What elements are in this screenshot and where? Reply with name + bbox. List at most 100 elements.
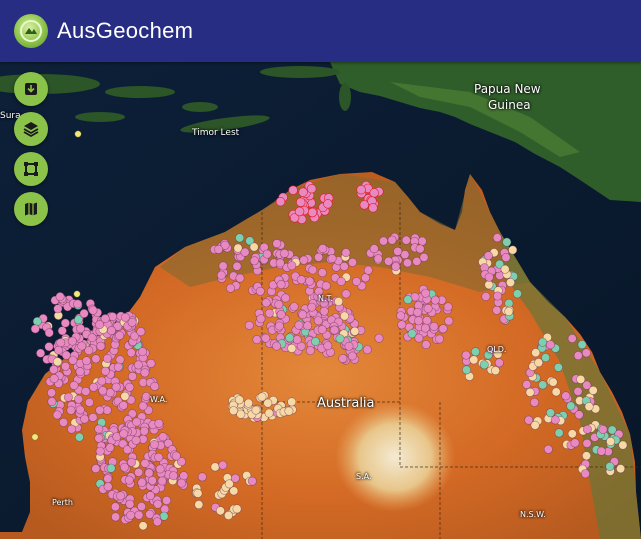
map-type-button[interactable] bbox=[14, 192, 48, 226]
sample-point[interactable] bbox=[255, 286, 265, 296]
sample-point[interactable] bbox=[197, 472, 207, 482]
sample-point[interactable] bbox=[159, 511, 169, 521]
sample-point[interactable] bbox=[152, 517, 162, 527]
sample-point[interactable] bbox=[256, 314, 266, 324]
sample-point[interactable] bbox=[553, 362, 563, 372]
sample-point[interactable] bbox=[149, 439, 159, 449]
sample-point[interactable] bbox=[287, 397, 297, 407]
sample-point[interactable] bbox=[461, 350, 471, 360]
sample-point[interactable] bbox=[335, 334, 345, 344]
sample-point[interactable] bbox=[138, 521, 148, 531]
sample-point[interactable] bbox=[145, 509, 155, 519]
sample-point[interactable] bbox=[44, 328, 54, 338]
selected-sample-point[interactable] bbox=[368, 203, 378, 213]
sample-point[interactable] bbox=[113, 362, 123, 372]
sample-point[interactable] bbox=[582, 424, 592, 434]
sample-point[interactable] bbox=[234, 395, 244, 405]
sample-point[interactable] bbox=[81, 386, 91, 396]
sample-point[interactable] bbox=[338, 353, 348, 363]
sample-point[interactable] bbox=[588, 385, 598, 395]
sample-point[interactable] bbox=[538, 337, 548, 347]
sample-point[interactable] bbox=[87, 333, 97, 343]
sample-point[interactable] bbox=[73, 299, 83, 309]
sample-point[interactable] bbox=[317, 268, 327, 278]
sample-point[interactable] bbox=[401, 235, 411, 245]
sample-point[interactable] bbox=[481, 292, 491, 302]
sample-point[interactable] bbox=[138, 401, 148, 411]
sample-point[interactable] bbox=[422, 316, 432, 326]
sample-point[interactable] bbox=[103, 474, 113, 484]
sample-point[interactable] bbox=[313, 316, 323, 326]
sample-point[interactable] bbox=[323, 341, 333, 351]
sample-point[interactable] bbox=[272, 239, 282, 249]
sample-point[interactable] bbox=[111, 382, 121, 392]
sample-point[interactable] bbox=[524, 415, 534, 425]
sample-point[interactable] bbox=[543, 444, 553, 454]
sample-point[interactable] bbox=[57, 326, 67, 336]
sample-point[interactable] bbox=[150, 381, 160, 391]
sample-point[interactable] bbox=[52, 357, 62, 367]
sample-point[interactable] bbox=[249, 256, 259, 266]
sample-point[interactable] bbox=[493, 349, 503, 359]
sample-point[interactable] bbox=[339, 262, 349, 272]
sample-point[interactable] bbox=[403, 295, 413, 305]
sample-point[interactable] bbox=[334, 297, 344, 307]
sample-point[interactable] bbox=[147, 475, 157, 485]
sample-point[interactable] bbox=[226, 283, 236, 293]
sample-point[interactable] bbox=[115, 355, 125, 365]
sample-points[interactable] bbox=[30, 130, 628, 531]
sample-point[interactable] bbox=[434, 334, 444, 344]
sample-point[interactable] bbox=[492, 305, 502, 315]
sample-point[interactable] bbox=[570, 438, 580, 448]
sample-point[interactable] bbox=[47, 397, 57, 407]
sample-point[interactable] bbox=[74, 130, 82, 138]
sample-point[interactable] bbox=[307, 302, 317, 312]
sample-point[interactable] bbox=[264, 308, 274, 318]
sample-point[interactable] bbox=[94, 424, 104, 434]
selected-sample-point[interactable] bbox=[323, 199, 333, 209]
selected-sample-point[interactable] bbox=[289, 213, 300, 223]
sample-point[interactable] bbox=[134, 467, 144, 477]
sample-point[interactable] bbox=[32, 316, 42, 326]
sample-point[interactable] bbox=[137, 501, 147, 511]
sample-point[interactable] bbox=[63, 392, 73, 402]
sample-point[interactable] bbox=[139, 426, 149, 436]
sample-point[interactable] bbox=[360, 273, 370, 283]
sample-point[interactable] bbox=[100, 366, 110, 376]
sample-point[interactable] bbox=[347, 351, 357, 361]
sample-point[interactable] bbox=[230, 473, 240, 483]
sample-point[interactable] bbox=[548, 377, 558, 387]
app-logo-icon[interactable] bbox=[14, 14, 48, 48]
sample-point[interactable] bbox=[582, 380, 592, 390]
sample-point[interactable] bbox=[145, 491, 155, 501]
sample-point[interactable] bbox=[115, 330, 125, 340]
sample-point[interactable] bbox=[80, 414, 90, 424]
sample-point[interactable] bbox=[512, 289, 522, 299]
sample-point[interactable] bbox=[136, 327, 146, 337]
sample-point[interactable] bbox=[244, 320, 254, 330]
sample-point[interactable] bbox=[501, 253, 511, 263]
sample-point[interactable] bbox=[308, 265, 318, 275]
sample-point[interactable] bbox=[55, 292, 65, 302]
sample-point[interactable] bbox=[438, 324, 448, 334]
sample-point[interactable] bbox=[47, 388, 57, 398]
sample-point[interactable] bbox=[88, 412, 98, 422]
sample-point[interactable] bbox=[415, 244, 425, 254]
sample-point[interactable] bbox=[554, 428, 564, 438]
sample-point[interactable] bbox=[430, 295, 440, 305]
sample-point[interactable] bbox=[397, 320, 407, 330]
sample-point[interactable] bbox=[49, 365, 59, 375]
sample-point[interactable] bbox=[414, 333, 424, 343]
sample-point[interactable] bbox=[154, 418, 164, 428]
sample-point[interactable] bbox=[484, 280, 494, 290]
sample-point[interactable] bbox=[490, 366, 500, 376]
sample-point[interactable] bbox=[224, 510, 234, 520]
sample-point[interactable] bbox=[235, 233, 245, 243]
sample-point[interactable] bbox=[272, 341, 282, 351]
sample-point[interactable] bbox=[538, 380, 548, 390]
sample-point[interactable] bbox=[287, 261, 297, 271]
sample-point[interactable] bbox=[77, 341, 87, 351]
layers-button[interactable] bbox=[14, 112, 48, 146]
sample-point[interactable] bbox=[541, 353, 551, 363]
sample-point[interactable] bbox=[89, 382, 99, 392]
